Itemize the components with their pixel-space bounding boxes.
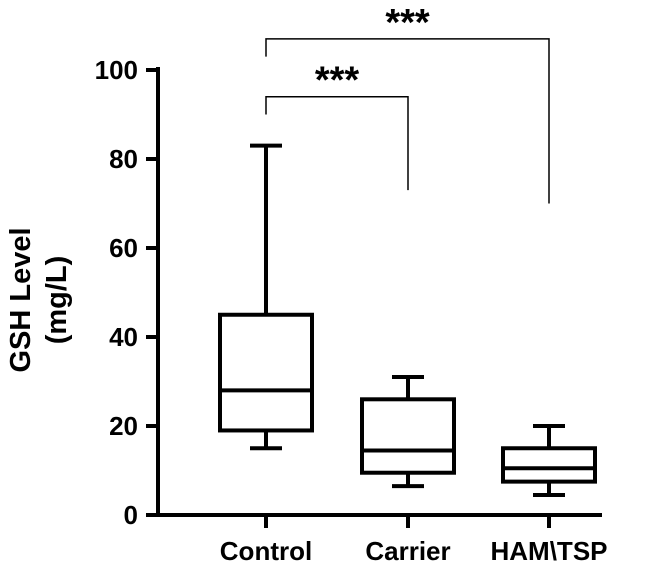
significance-brackets: *** ***	[265, 2, 550, 204]
y-axis-title: GSH Level (mg/L)	[5, 227, 73, 372]
y-tick-label: 60	[109, 233, 138, 263]
x-axis: Control Carrier HAM\TSP	[156, 513, 608, 566]
bracket-line	[265, 38, 550, 204]
y-tick-label: 100	[95, 55, 138, 85]
boxes	[218, 143, 597, 497]
y-tick-label: 20	[109, 411, 138, 441]
iqr-box	[218, 312, 314, 433]
y-axis-title-line1: GSH Level	[5, 227, 37, 372]
x-ticks: Control Carrier HAM\TSP	[220, 515, 608, 566]
y-tick-label: 80	[109, 144, 138, 174]
iqr-box	[501, 446, 597, 484]
bracket-line	[265, 95, 409, 191]
significance-bracket-2: ***	[265, 2, 550, 204]
y-axis: 0 20 40 60 80 100	[95, 55, 160, 530]
x-category-label: Carrier	[365, 536, 450, 566]
box-3	[501, 424, 597, 497]
x-category-label: Control	[220, 536, 312, 566]
y-tick-label: 0	[124, 500, 138, 530]
y-ticks: 0 20 40 60 80 100	[95, 55, 158, 530]
box-2	[360, 375, 456, 489]
significance-bracket-1: ***	[265, 60, 409, 191]
x-category-label: HAM\TSP	[491, 536, 608, 566]
y-axis-title-line2: (mg/L)	[41, 256, 73, 345]
y-tick-label: 40	[109, 322, 138, 352]
box-1	[218, 143, 314, 451]
significance-label: ***	[385, 2, 430, 44]
significance-label: ***	[315, 60, 360, 102]
iqr-box	[360, 397, 456, 475]
